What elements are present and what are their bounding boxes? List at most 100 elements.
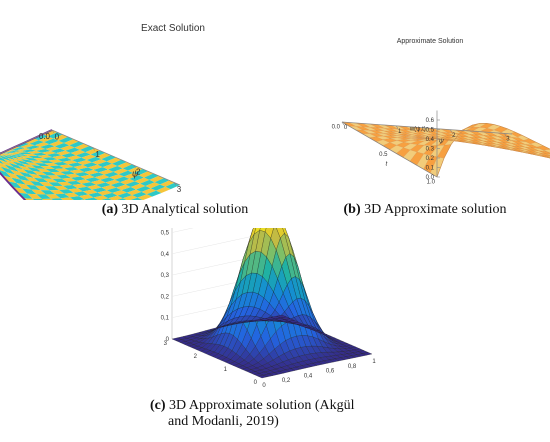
undefined-surface-cell bbox=[35, 163, 50, 167]
undefined-surface-cell bbox=[0, 166, 6, 173]
undefined-surface-cell bbox=[72, 183, 87, 189]
undefined-surface-cell bbox=[5, 172, 21, 180]
undefined-surface-cell bbox=[30, 147, 46, 151]
undefined-surface-cell bbox=[78, 167, 94, 173]
caption-c: (c) 3D Approximate solution (Akgül and M… bbox=[150, 398, 400, 430]
undefined-surface-cell bbox=[45, 194, 61, 199]
undefined-surface-cell bbox=[69, 141, 84, 148]
undefined-surface-cell bbox=[121, 187, 137, 193]
undefined-surface-cell bbox=[126, 189, 142, 196]
undefined-surface-cell bbox=[80, 146, 95, 153]
undefined-surface-cell bbox=[25, 161, 41, 166]
undefined-surface-cell bbox=[61, 177, 77, 182]
undefined-surface-cell bbox=[105, 179, 121, 186]
undefined-surface-cell bbox=[50, 148, 66, 154]
undefined-surface-cell bbox=[137, 194, 153, 200]
undefined-surface-cell bbox=[60, 145, 75, 151]
undefined-surface-cell bbox=[101, 155, 116, 162]
undefined-surface-cell bbox=[12, 151, 27, 153]
undefined-surface-cell bbox=[35, 185, 50, 191]
undefined-surface-cell bbox=[58, 164, 74, 169]
undefined-surface-cell bbox=[55, 193, 70, 199]
caption-b-letter: (b) bbox=[343, 202, 361, 217]
undefined-surface-cell bbox=[89, 172, 105, 178]
chart-c-gridline bbox=[171, 228, 194, 233]
undefined-surface-cell bbox=[81, 182, 97, 187]
chart-a-title: Exact Solution bbox=[141, 23, 205, 34]
undefined-surface-cell bbox=[149, 175, 164, 183]
undefined-surface-cell bbox=[0, 159, 14, 168]
caption-a: (a) 3D Analytical solution bbox=[60, 202, 290, 218]
undefined-surface-cell bbox=[23, 198, 34, 200]
undefined-surface-cell bbox=[81, 154, 97, 161]
undefined-surface-cell bbox=[48, 182, 64, 187]
chart-c-x-tick-label: 0,8 bbox=[348, 364, 357, 370]
undefined-surface-cell bbox=[1, 150, 17, 154]
chart-c-z-tick-label: 0,5 bbox=[161, 231, 170, 237]
undefined-t-axis bbox=[341, 121, 438, 178]
undefined-surface-cell bbox=[48, 159, 63, 163]
chart-c-y-tick-label: 2 bbox=[194, 354, 198, 360]
undefined-t-tick-label: 0.5 bbox=[379, 152, 388, 158]
undefined-psi-tick-label: 1 bbox=[398, 129, 402, 135]
chart-c-z-tick-label: 0,1 bbox=[161, 316, 170, 322]
undefined-surface-cell bbox=[18, 192, 33, 199]
undefined-surface-cell bbox=[22, 153, 38, 157]
undefined-surface-cell bbox=[53, 134, 68, 141]
undefined-surface-cell bbox=[1, 154, 17, 161]
undefined-surface-cell bbox=[97, 161, 113, 168]
undefined-surface-cell bbox=[86, 156, 102, 163]
undefined-surface-cell bbox=[93, 167, 109, 173]
undefined-psi-tick bbox=[92, 147, 95, 151]
undefined-surface-cell bbox=[20, 143, 35, 149]
undefined-surface-cell bbox=[56, 150, 71, 156]
undefined-surface-cell bbox=[56, 174, 71, 179]
undefined-surface-cell bbox=[41, 150, 57, 155]
undefined-surface-cell bbox=[73, 191, 89, 197]
undefined-surface-cell bbox=[40, 144, 55, 149]
chart-c-x-tick-label: 1 bbox=[372, 359, 376, 365]
undefined-surface-cell bbox=[114, 176, 130, 183]
undefined-surface-cell bbox=[0, 152, 13, 154]
undefined-surface-cell bbox=[144, 173, 159, 180]
undefined-surface-cell bbox=[125, 181, 141, 188]
undefined-surface-cell bbox=[31, 165, 46, 170]
undefined-surface-cell bbox=[21, 188, 37, 195]
undefined-surface-cell bbox=[59, 189, 74, 194]
undefined-z-tick-label: 0.4 bbox=[426, 137, 435, 143]
undefined-surface-cell bbox=[39, 181, 54, 187]
undefined-surface-cell bbox=[29, 160, 45, 164]
undefined-surface-cell bbox=[36, 148, 51, 153]
undefined-z-tick-label: 0.6 bbox=[426, 118, 435, 124]
undefined-surface-cell bbox=[128, 166, 143, 173]
undefined-surface-cell bbox=[51, 198, 63, 200]
undefined-surface-cell bbox=[79, 194, 94, 200]
undefined-surface-cell bbox=[116, 198, 127, 200]
undefined-surface-cell bbox=[76, 179, 91, 184]
undefined-surface-cell bbox=[57, 181, 73, 186]
undefined-surface-cell bbox=[0, 166, 16, 175]
caption-c-letter: (c) bbox=[150, 398, 166, 413]
undefined-surface-cell bbox=[64, 166, 79, 172]
undefined-surface-cell bbox=[112, 159, 127, 167]
undefined-surface-cell bbox=[85, 148, 100, 155]
undefined-surface-cell bbox=[130, 197, 143, 200]
undefined-surface-cell bbox=[44, 162, 59, 167]
undefined-z-axis-label: w(ψ,t) bbox=[409, 126, 426, 132]
undefined-surface-cell bbox=[47, 175, 62, 179]
undefined-psi-axis-label: ψ bbox=[439, 137, 444, 144]
undefined-surface-cell bbox=[84, 197, 99, 200]
caption-a-letter: (a) bbox=[101, 202, 119, 217]
undefined-surface-cell bbox=[16, 148, 31, 152]
undefined-surface-cell bbox=[4, 153, 19, 156]
undefined-surface-cell bbox=[102, 163, 118, 170]
undefined-surface-cell bbox=[90, 179, 106, 185]
undefined-surface-cell bbox=[83, 189, 98, 195]
undefined-surface-cell bbox=[32, 198, 44, 200]
chart-c-x-tick-label: 0 bbox=[262, 383, 266, 389]
undefined-surface-cell bbox=[109, 174, 125, 180]
chart-c-x-tick-label: 0,2 bbox=[282, 378, 291, 384]
undefined-surface-cell bbox=[0, 156, 4, 159]
undefined-surface-cell bbox=[0, 162, 10, 170]
